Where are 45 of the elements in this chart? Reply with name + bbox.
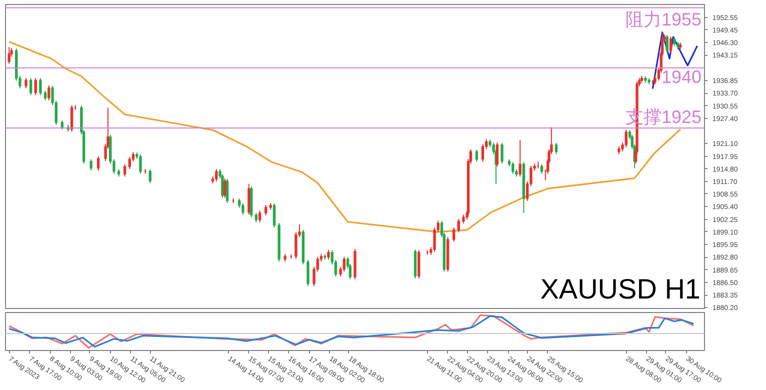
- candlestick: [44, 90, 47, 101]
- annotation: XAUUSD H1: [540, 274, 701, 304]
- candlestick: [221, 174, 224, 198]
- candlestick: [258, 210, 262, 223]
- candlestick: [481, 144, 484, 162]
- candlestick: [540, 164, 544, 174]
- candlestick: [512, 162, 514, 174]
- candlestick: [224, 178, 226, 198]
- candlestick: [666, 34, 668, 54]
- candlestick: [554, 142, 558, 155]
- candlestick: [272, 202, 276, 228]
- candlestick: [327, 249, 330, 260]
- candlestick: [215, 168, 218, 182]
- candlestick: [264, 204, 268, 216]
- candlestick: [29, 78, 32, 96]
- candlestick: [24, 77, 28, 89]
- candlestick: [39, 78, 42, 96]
- candlestick: [475, 149, 478, 162]
- candlestick: [34, 77, 37, 96]
- candlestick: [248, 183, 250, 216]
- candlestick: [60, 120, 64, 130]
- candlestick: [139, 154, 142, 174]
- candlestick: [342, 256, 346, 272]
- candlestick: [418, 249, 420, 279]
- candlestick: [669, 36, 672, 54]
- ref-line-label: 阻力1955: [625, 10, 702, 30]
- candlestick: [452, 226, 456, 242]
- candlestick: [128, 156, 131, 170]
- candlestick: [123, 164, 126, 178]
- candlestick: [500, 142, 504, 164]
- candlestick: [148, 168, 152, 184]
- candlestick: [242, 202, 244, 216]
- candlestick: [306, 259, 310, 287]
- candlestick: [518, 140, 522, 178]
- ref-line-label: 1940: [661, 66, 702, 87]
- candlestick: [90, 158, 92, 172]
- candlestick: [624, 129, 628, 148]
- candlestick: [457, 218, 460, 233]
- candlestick: [96, 156, 100, 172]
- candlestick: [673, 36, 676, 47]
- candlestick: [238, 198, 241, 208]
- candlestick: [254, 212, 258, 223]
- candlestick: [48, 85, 50, 101]
- candlestick: [226, 178, 229, 204]
- candlestick: [8, 46, 10, 64]
